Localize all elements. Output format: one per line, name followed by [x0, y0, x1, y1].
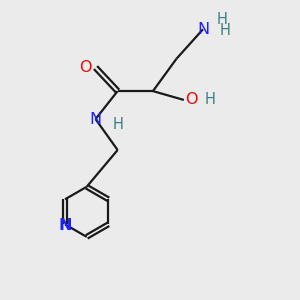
Text: N: N	[89, 112, 102, 127]
Text: O: O	[185, 92, 198, 107]
Text: H: H	[216, 12, 227, 27]
Text: N: N	[197, 22, 209, 37]
Text: O: O	[80, 60, 92, 75]
Text: N: N	[58, 218, 72, 233]
Text: H: H	[112, 117, 124, 132]
Text: H: H	[205, 92, 216, 107]
Text: H: H	[219, 23, 230, 38]
